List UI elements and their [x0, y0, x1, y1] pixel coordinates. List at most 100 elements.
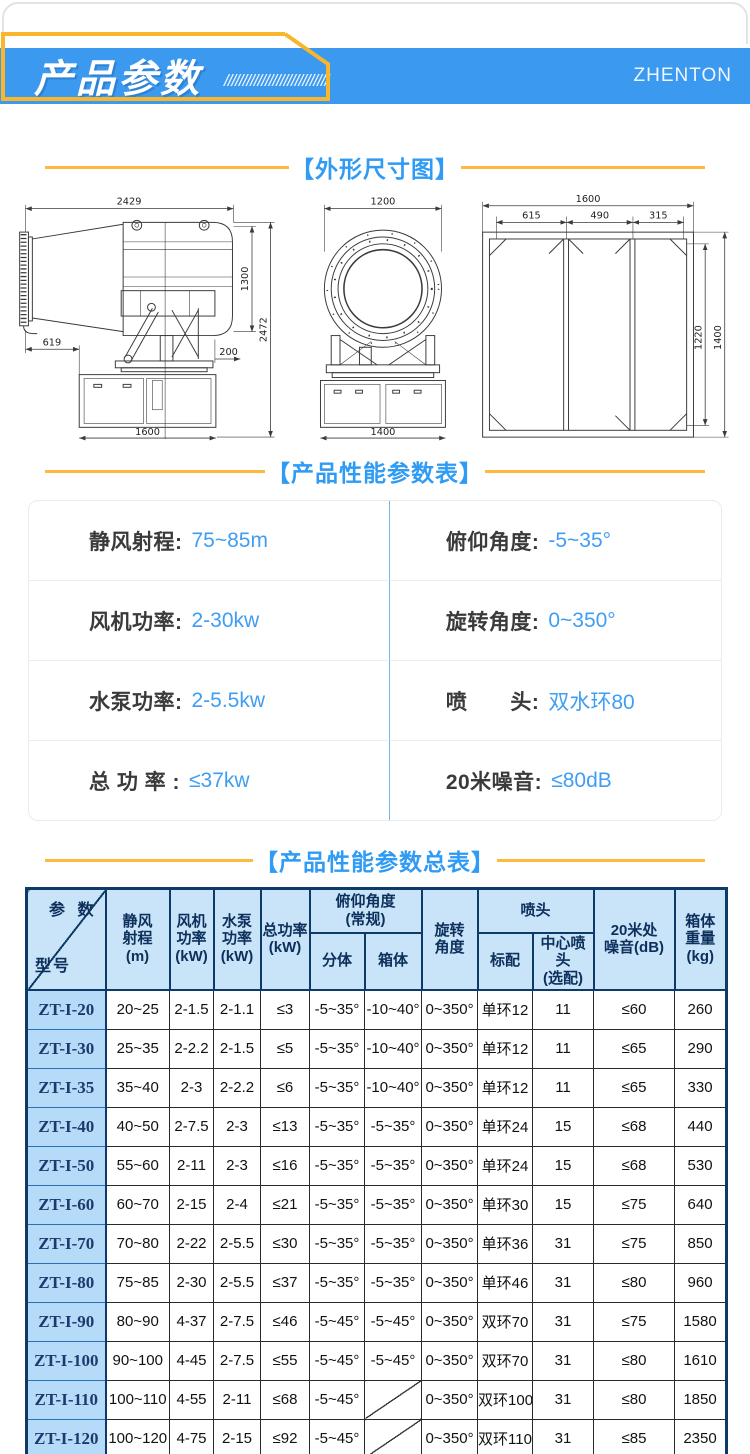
total-power-cell: ≤37	[260, 1262, 310, 1303]
noise-cell: ≤75	[593, 1184, 676, 1225]
spec-label: 俯仰角度:	[445, 530, 540, 554]
spec-value: 双水环80	[548, 690, 635, 714]
total-power-cell: ≤6	[260, 1067, 310, 1108]
model-cell: ZT-I-60	[26, 1184, 107, 1225]
spec-item: 静风射程: 75~85m	[29, 501, 389, 581]
table-row: ZT-I-40 40~50 2-7.5 2-3 ≤13 -5~35° -5~35…	[26, 1106, 728, 1147]
divider-line	[497, 858, 705, 862]
model-cell: ZT-I-50	[26, 1145, 107, 1186]
brand-text: ZHENTON	[633, 65, 732, 86]
pump-power-cell: 2-3	[213, 1145, 261, 1186]
pitch-split-cell: -5~45°	[309, 1340, 365, 1381]
spec-item: 旋转角度: 0~350°	[388, 581, 721, 661]
svg-text:1300: 1300	[240, 267, 251, 292]
pitch-split-cell: -5~35°	[309, 1067, 365, 1108]
spec-value: -5~35°	[548, 528, 612, 552]
rotation-cell: 0~350°	[421, 1262, 479, 1303]
table-row: ZT-I-120 100~120 4-75 2-15 ≤92 -5~45° 0~…	[26, 1418, 728, 1454]
rotation-cell: 0~350°	[421, 1340, 479, 1381]
std-nozzle-cell: 双环100	[477, 1379, 534, 1420]
header-split: 分体	[308, 931, 366, 991]
svg-text:1600: 1600	[135, 427, 160, 438]
spec-label: 静风射程:	[89, 530, 183, 554]
table-row: ZT-I-100 90~100 4-45 2-7.5 ≤55 -5~45° -5…	[26, 1340, 728, 1381]
spec-item: 风机功率: 2-30kw	[29, 581, 389, 661]
weight-cell: 1850	[674, 1379, 728, 1420]
header-bar: 产品参数 //////////////////////////// ZHENTO…	[0, 48, 750, 104]
total-power-cell: ≤3	[260, 989, 310, 1030]
pitch-box-cell: -5~45°	[363, 1301, 423, 1342]
fan-power-cell: 2-1.5	[169, 989, 214, 1030]
pump-power-cell: 2-15	[213, 1418, 261, 1454]
model-cell: ZT-I-70	[26, 1223, 107, 1264]
pitch-split-cell: -5~35°	[309, 1262, 365, 1303]
weight-cell: 640	[674, 1184, 728, 1225]
divider-line	[485, 469, 705, 473]
model-cell: ZT-I-20	[26, 989, 107, 1030]
spec-value: 75~85m	[191, 528, 268, 552]
fan-power-cell: 2-2.2	[169, 1028, 214, 1069]
noise-cell: ≤68	[593, 1106, 676, 1147]
pitch-box-cell: -10~40°	[363, 1028, 423, 1069]
pitch-split-cell: -5~35°	[309, 989, 365, 1030]
svg-text:1200: 1200	[370, 197, 395, 208]
pitch-box-cell: -5~35°	[363, 1106, 423, 1147]
section-title-text: 【产品性能参数总表】	[255, 849, 495, 875]
total-power-cell: ≤21	[260, 1184, 310, 1225]
table-row: ZT-I-110 100~110 4-55 2-11 ≤68 -5~45° 0~…	[26, 1379, 728, 1420]
fan-power-cell: 4-37	[169, 1301, 214, 1342]
center-nozzle-cell: 31	[532, 1223, 595, 1264]
rotation-cell: 0~350°	[421, 1184, 479, 1225]
dimension-drawings: 2429	[0, 184, 750, 448]
header-noise: 20米处 噪音(dB)	[592, 887, 676, 991]
pump-power-cell: 2-3	[213, 1106, 261, 1147]
spec-item: 水泵功率: 2-5.5kw	[29, 661, 389, 741]
table-row: ZT-I-30 25~35 2-2.2 2-1.5 ≤5 -5~35° -10~…	[26, 1028, 728, 1069]
header-pitch-group: 俯仰角度 (常规)	[308, 887, 423, 934]
section-title-performance: 【产品性能参数表】	[45, 454, 705, 488]
page-header: 产品参数 //////////////////////////// ZHENTO…	[0, 0, 750, 122]
top-view-drawing: 1600 615 490 315 1220 1	[481, 194, 729, 438]
noise-cell: ≤80	[593, 1262, 676, 1303]
svg-text:1400: 1400	[713, 325, 724, 350]
header-std: 标配	[476, 931, 534, 991]
header-fan-power: 风机 功率 (kW)	[168, 887, 215, 991]
page-title: 产品参数	[34, 58, 203, 101]
spec-item: 俯仰角度: -5~35°	[388, 501, 721, 581]
spec-label: 总 功 率 :	[89, 770, 180, 794]
spec-label: 风机功率:	[89, 610, 183, 634]
header-box: 箱体	[363, 931, 423, 991]
pitch-split-cell: -5~35°	[309, 1106, 365, 1147]
std-nozzle-cell: 双环110	[477, 1418, 534, 1454]
spec-value: 0~350°	[548, 608, 616, 632]
range-cell: 70~80	[105, 1223, 170, 1264]
svg-text:200: 200	[219, 347, 238, 358]
svg-text:1400: 1400	[370, 427, 395, 438]
fan-power-cell: 4-45	[169, 1340, 214, 1381]
total-power-cell: ≤16	[260, 1145, 310, 1186]
range-cell: 25~35	[105, 1028, 170, 1069]
std-nozzle-cell: 单环12	[477, 1028, 534, 1069]
center-nozzle-cell: 31	[532, 1418, 595, 1454]
rotation-cell: 0~350°	[421, 1379, 479, 1420]
rotation-cell: 0~350°	[421, 1106, 479, 1147]
spec-label: 20米噪音:	[445, 770, 543, 794]
pitch-box-cell	[363, 1418, 423, 1454]
table-row: ZT-I-60 60~70 2-15 2-4 ≤21 -5~35° -5~35°…	[26, 1184, 728, 1225]
center-nozzle-cell: 11	[532, 1067, 595, 1108]
spec-summary-box: 静风射程: 75~85m 俯仰角度: -5~35° 风机功率: 2-30kw 旋…	[28, 500, 722, 821]
noise-cell: ≤68	[593, 1145, 676, 1186]
side-view-drawing: 2429	[19, 197, 275, 441]
rotation-cell: 0~350°	[421, 1067, 479, 1108]
range-cell: 60~70	[105, 1184, 170, 1225]
fan-power-cell: 2-3	[169, 1067, 214, 1108]
section-title-text: 【产品性能参数表】	[267, 460, 483, 486]
model-cell: ZT-I-35	[26, 1067, 107, 1108]
rotation-cell: 0~350°	[421, 1028, 479, 1069]
divider-line	[45, 858, 253, 862]
center-nozzle-cell: 31	[532, 1340, 595, 1381]
model-cell: ZT-I-100	[26, 1340, 107, 1381]
std-nozzle-cell: 单环12	[477, 1067, 534, 1108]
std-nozzle-cell: 单环12	[477, 989, 534, 1030]
